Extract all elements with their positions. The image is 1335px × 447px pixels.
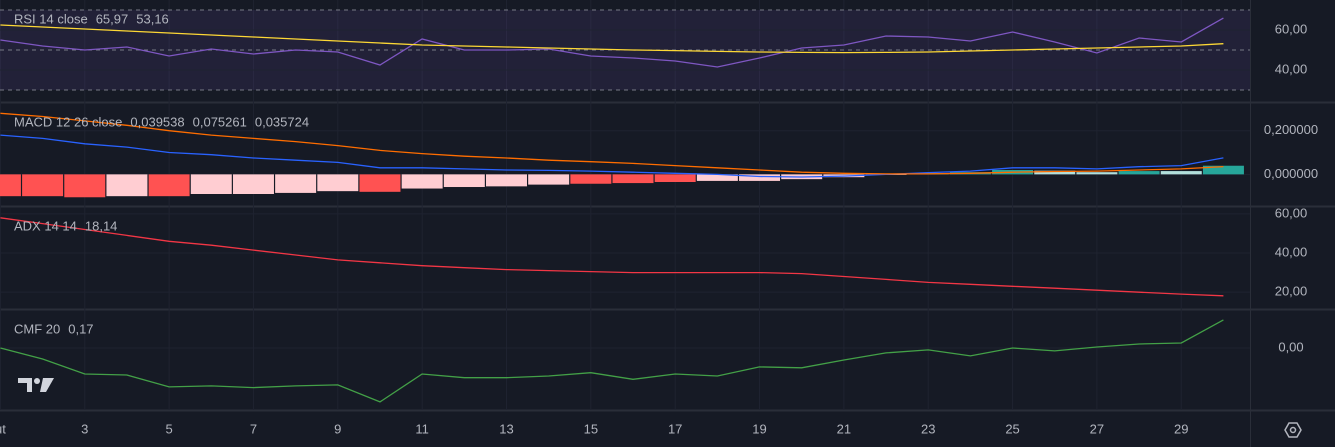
x-tick-label: 17 (668, 421, 682, 436)
x-tick-label: 11 (415, 421, 429, 436)
series-line (0, 134, 1224, 178)
y-tick-label: 0,00 (1278, 339, 1303, 354)
series-line (0, 319, 1224, 403)
histogram-bar (654, 174, 696, 182)
histogram-bar (359, 174, 401, 192)
histogram-bar (22, 174, 64, 197)
series-line (0, 24, 1224, 54)
y-tick-label: 60,00 (1275, 205, 1308, 220)
indicator-value: 0,17 (68, 321, 93, 336)
y-tick-label: 40,00 (1275, 61, 1308, 76)
histogram-bar (232, 174, 274, 194)
indicator-title: MACD 12 26 close (14, 114, 122, 129)
indicator-title: CMF 20 (14, 321, 60, 336)
x-tick-label: ut (0, 421, 6, 436)
x-tick-label: 21 (837, 421, 851, 436)
x-tick-label: 13 (499, 421, 513, 436)
y-tick-label: 40,00 (1275, 244, 1308, 259)
y-tick-label: 20,00 (1275, 284, 1308, 299)
x-tick-label: 23 (921, 421, 935, 436)
indicator-value: 53,16 (136, 11, 169, 26)
histogram-bar (443, 174, 485, 188)
indicator-value: 65,97 (96, 11, 129, 26)
histogram-bar (317, 174, 359, 192)
y-tick-label: 60,00 (1275, 21, 1308, 36)
settings-button[interactable] (1284, 422, 1302, 438)
histogram-bar (1118, 171, 1160, 175)
x-tick-label: 5 (165, 421, 172, 436)
x-tick-label: 25 (1005, 421, 1019, 436)
histogram-bar (612, 174, 654, 184)
histogram-bar (275, 174, 317, 193)
x-tick-label: 9 (334, 421, 341, 436)
histogram-bar (528, 174, 570, 185)
indicator-value: 0,035724 (255, 114, 309, 129)
indicator-title: ADX 14 14 (14, 218, 77, 233)
indicator-value: 18,14 (85, 218, 118, 233)
y-tick-label: 0,200000 (1264, 122, 1318, 137)
histogram-bar (1160, 171, 1202, 175)
x-tick-label: 19 (752, 421, 766, 436)
histogram-bar (0, 174, 21, 197)
histogram-bar (148, 174, 190, 197)
histogram-bar (1076, 172, 1118, 175)
histogram-bar (485, 174, 527, 187)
series-line (0, 217, 1224, 297)
histogram-bar (739, 174, 781, 181)
indicator-value: 0,039538 (130, 114, 184, 129)
indicator-value: 0,075261 (193, 114, 247, 129)
histogram-bar (190, 174, 232, 194)
histogram-bar (106, 174, 148, 197)
histogram-bar (696, 174, 738, 181)
histogram-bar (401, 174, 443, 189)
x-tick-label: 3 (81, 421, 88, 436)
histogram-bar (64, 174, 106, 198)
indicator-title: RSI 14 close (14, 11, 88, 26)
x-tick-label: 15 (584, 421, 598, 436)
series-line (0, 17, 1224, 68)
x-tick-label: 7 (250, 421, 257, 436)
histogram-bar (570, 174, 612, 184)
x-tick-label: 27 (1090, 421, 1104, 436)
series-line (0, 112, 1224, 175)
x-tick-label: 29 (1174, 421, 1188, 436)
tv-logo[interactable] (18, 378, 54, 392)
histogram-bar (1034, 170, 1076, 175)
histogram-bar (1202, 165, 1244, 175)
y-tick-label: 0,000000 (1264, 166, 1318, 181)
